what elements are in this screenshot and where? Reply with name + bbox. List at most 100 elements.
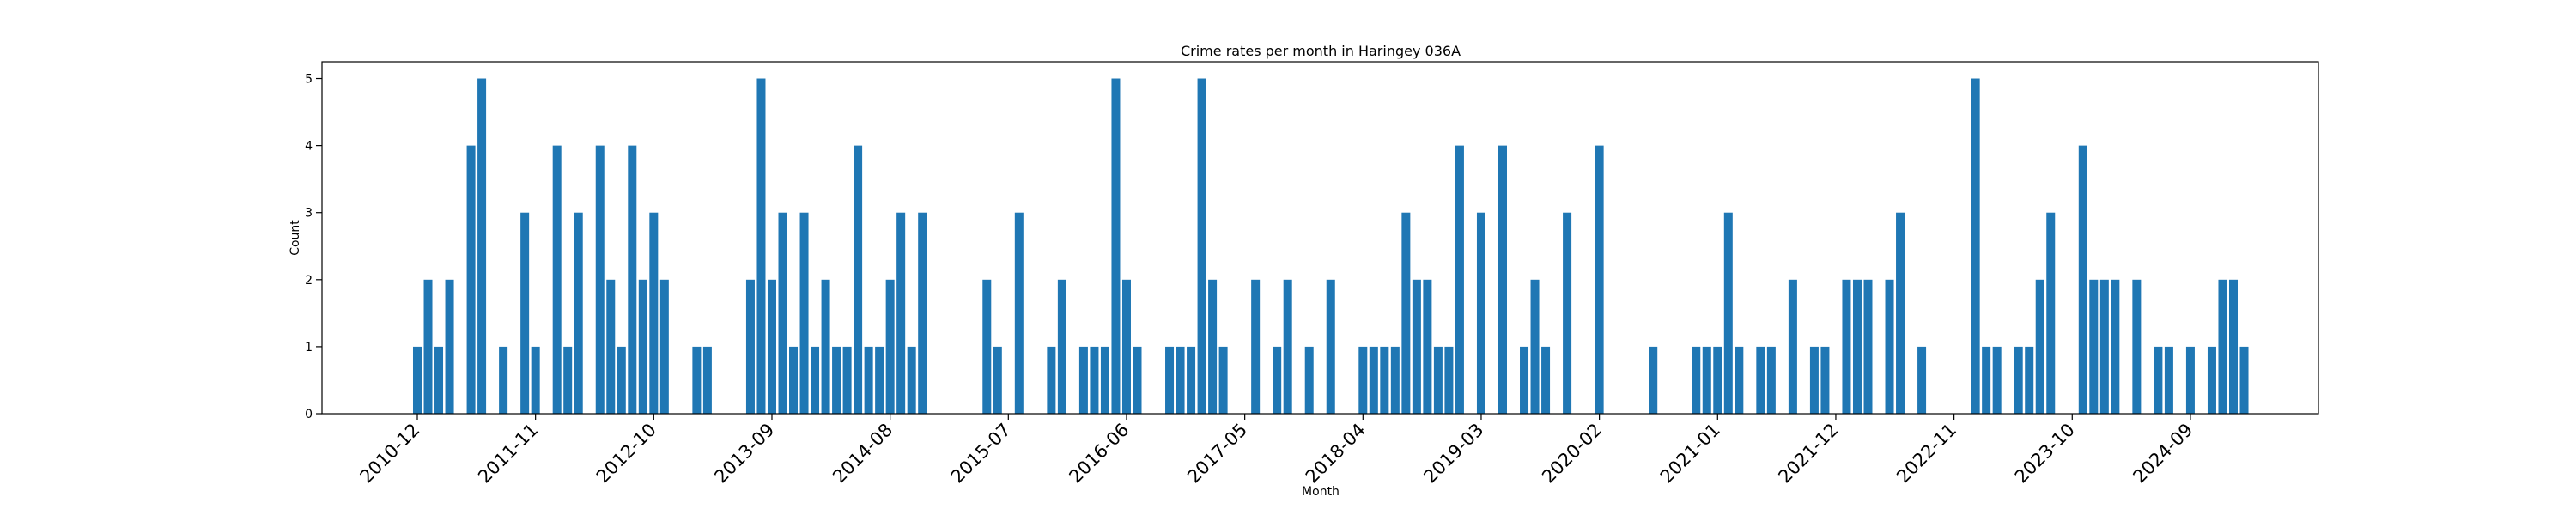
bar-2025-02 — [2239, 346, 2249, 414]
bar-2017-03 — [1218, 346, 1228, 414]
bar-2021-01 — [1713, 346, 1722, 414]
bar-2017-09 — [1283, 279, 1292, 414]
bar-2011-10 — [520, 212, 530, 414]
bar-2022-01 — [1842, 279, 1851, 414]
bar-2014-07 — [875, 346, 884, 414]
bar-2015-06 — [993, 346, 1002, 414]
bar-2014-01 — [811, 346, 820, 414]
bar-2016-11 — [1176, 346, 1185, 414]
bar-2018-05 — [1369, 346, 1378, 414]
bar-2021-05 — [1756, 346, 1765, 414]
x-tick-label: 2015-07 — [947, 420, 1015, 488]
chart-title: Crime rates per month in Haringey 036A — [1181, 43, 1461, 59]
x-tick-label: 2021-12 — [1774, 420, 1842, 488]
bar-2022-06 — [1896, 212, 1905, 414]
bar-2023-12 — [2089, 279, 2099, 414]
bar-2017-02 — [1208, 279, 1218, 414]
bar-2016-04 — [1100, 346, 1109, 414]
bar-2015-11 — [1047, 346, 1056, 414]
bar-2021-02 — [1723, 212, 1733, 414]
bar-2012-10 — [649, 212, 659, 414]
bar-2020-11 — [1692, 346, 1701, 414]
bar-2017-11 — [1304, 346, 1314, 414]
y-tick-label: 2 — [305, 274, 313, 288]
bar-2015-05 — [982, 279, 992, 414]
bar-2016-07 — [1133, 346, 1142, 414]
bar-2019-03 — [1476, 212, 1485, 414]
bar-2021-10 — [1809, 346, 1819, 414]
bar-2010-12 — [412, 346, 422, 414]
bar-2022-03 — [1863, 279, 1873, 414]
bar-2014-03 — [832, 346, 841, 414]
bar-2017-01 — [1197, 78, 1206, 415]
bar-2012-01 — [552, 145, 562, 414]
bar-2020-07 — [1649, 346, 1658, 414]
bar-2014-10 — [907, 346, 916, 414]
y-tick-label: 0 — [305, 408, 313, 421]
bar-2018-08 — [1401, 212, 1411, 414]
bar-2014-09 — [896, 212, 906, 414]
bar-2012-09 — [638, 279, 647, 414]
bar-2014-02 — [821, 279, 830, 414]
bar-2014-06 — [864, 346, 873, 414]
x-tick-label: 2016-06 — [1065, 420, 1133, 488]
x-axis: 2010-12 2011-11 2012-10 2013-09 2014-08 2015-… — [356, 414, 2196, 488]
bar-2017-06 — [1251, 279, 1261, 414]
bar-2024-07 — [2164, 346, 2173, 414]
x-axis-label: Month — [1302, 485, 1340, 499]
bar-2018-09 — [1412, 279, 1421, 414]
bar-2016-03 — [1090, 346, 1099, 414]
x-tick-label: 2018-04 — [1302, 420, 1370, 488]
bar-2015-12 — [1057, 279, 1066, 414]
plot-frame — [321, 61, 2319, 415]
bar-2022-08 — [1917, 346, 1927, 414]
bar-2019-08 — [1530, 279, 1540, 414]
bar-2018-07 — [1390, 346, 1400, 414]
x-tick-label: 2021-01 — [1656, 420, 1724, 488]
bar-2011-11 — [531, 346, 540, 414]
bar-2023-06 — [2025, 346, 2034, 414]
x-tick-label: 2019-03 — [1419, 420, 1487, 488]
bar-2011-01 — [423, 279, 433, 414]
bar-2012-03 — [574, 212, 583, 414]
x-tick-label: 2023-10 — [2011, 420, 2079, 488]
y-axis-label: Count — [289, 220, 302, 256]
bar-2022-02 — [1852, 279, 1862, 414]
y-tick-label: 3 — [305, 207, 313, 221]
x-tick-label: 2024-09 — [2129, 420, 2196, 488]
bar-2013-08 — [756, 78, 766, 415]
y-tick-label: 5 — [305, 73, 313, 87]
x-tick-label: 2010-12 — [356, 420, 424, 488]
bars-group — [412, 78, 2249, 415]
bar-2013-07 — [745, 279, 755, 414]
bar-2019-05 — [1498, 145, 1507, 414]
bar-2018-01 — [1326, 279, 1335, 414]
y-tick-label: 1 — [305, 341, 313, 354]
bar-2024-09 — [2185, 346, 2195, 414]
bar-2024-12 — [2218, 279, 2227, 414]
bar-2013-12 — [799, 212, 809, 414]
bar-2012-08 — [628, 145, 637, 414]
bar-2011-02 — [434, 346, 444, 414]
x-tick-label: 2014-08 — [829, 420, 896, 488]
bar-2012-06 — [606, 279, 616, 414]
bar-2023-03 — [1992, 346, 2002, 414]
bar-2024-11 — [2207, 346, 2216, 414]
bar-2013-09 — [767, 279, 776, 414]
bar-2019-11 — [1563, 212, 1572, 414]
bar-2012-11 — [659, 279, 669, 414]
x-tick-label: 2012-10 — [592, 420, 660, 488]
bar-2013-02 — [692, 346, 702, 414]
bar-2016-10 — [1165, 346, 1175, 414]
x-tick-label: 2020-02 — [1538, 420, 1606, 488]
bar-2021-03 — [1735, 346, 1744, 414]
bar-2024-04 — [2132, 279, 2142, 414]
x-tick-label: 2011-11 — [474, 420, 542, 488]
bar-2021-08 — [1788, 279, 1797, 414]
bar-2023-05 — [2014, 346, 2023, 414]
bar-2023-08 — [2046, 212, 2056, 414]
bar-2021-06 — [1766, 346, 1776, 414]
bar-2024-02 — [2111, 279, 2120, 414]
bar-2019-07 — [1520, 346, 1529, 414]
